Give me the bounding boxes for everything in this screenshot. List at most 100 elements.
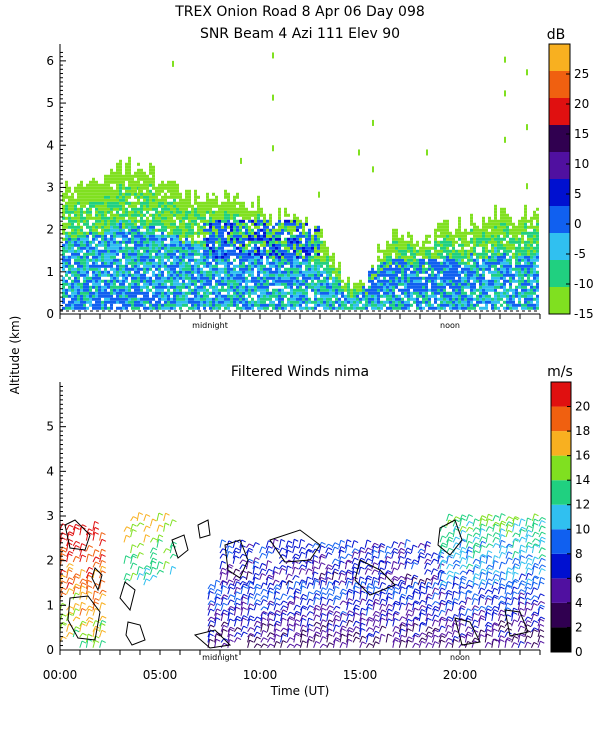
- wind-barb: [79, 620, 83, 627]
- snr-cell: [239, 213, 242, 217]
- snr-cell: [239, 258, 242, 262]
- snr-cell: [464, 243, 467, 247]
- snr-cell: [395, 303, 398, 307]
- wind-barb-flag: [88, 553, 93, 557]
- snr-cell: [179, 231, 182, 235]
- snr-cell: [485, 297, 488, 301]
- snr-cell: [116, 270, 119, 274]
- snr-cell: [161, 237, 164, 241]
- wind-barb: [66, 567, 70, 573]
- wind-barb-flag: [151, 560, 157, 564]
- snr-cell: [188, 282, 191, 286]
- snr-cell: [407, 249, 410, 253]
- snr-cell: [71, 282, 74, 286]
- snr-cell: [104, 225, 107, 229]
- snr-cell: [281, 240, 284, 244]
- snr-cell: [455, 267, 458, 271]
- snr-cell: [251, 222, 254, 226]
- wind-barb-flag: [101, 553, 106, 557]
- snr-cell: [317, 264, 320, 268]
- snr-cell: [233, 273, 236, 277]
- snr-cell: [335, 306, 338, 310]
- snr-cell: [422, 264, 425, 268]
- snr-cell: [227, 204, 230, 208]
- snr-cell: [266, 255, 269, 259]
- snr-cell: [161, 207, 164, 211]
- snr-cell: [419, 294, 422, 298]
- snr-cell: [467, 285, 470, 289]
- wind-barb-flag: [81, 585, 86, 589]
- snr-cell: [257, 216, 260, 220]
- snr-cell: [485, 246, 488, 250]
- snr-cell: [98, 201, 101, 205]
- snr-cell: [161, 294, 164, 298]
- snr-cell: [524, 225, 527, 229]
- snr-cell: [65, 279, 68, 283]
- snr-cell: [89, 189, 92, 193]
- snr-cell: [128, 183, 131, 187]
- snr-cell: [245, 276, 248, 280]
- snr-cell: [458, 252, 461, 256]
- snr-cell: [419, 270, 422, 274]
- snr-cell: [440, 264, 443, 268]
- snr-cell: [98, 288, 101, 292]
- wind-barb: [79, 623, 83, 632]
- snr-cell: [533, 225, 536, 229]
- snr-cell: [362, 306, 365, 310]
- snr-cell: [161, 234, 164, 238]
- wind-barb-flag: [87, 585, 93, 589]
- snr-cell: [281, 252, 284, 256]
- snr-cell: [164, 216, 167, 220]
- snr-cell: [416, 297, 419, 301]
- snr-cell: [146, 240, 149, 244]
- snr-cell: [104, 186, 107, 190]
- snr-cell: [146, 237, 149, 241]
- wind-barb-flag: [75, 575, 80, 579]
- snr-cell: [293, 243, 296, 247]
- snr-cell: [71, 225, 74, 229]
- snr-cell: [218, 297, 221, 301]
- snr-cell: [92, 237, 95, 241]
- snr-cell: [83, 201, 86, 205]
- snr-cell: [164, 291, 167, 295]
- snr-cell: [260, 279, 263, 283]
- snr-cell: [182, 210, 185, 214]
- snr-cell: [242, 213, 245, 217]
- snr-cell: [281, 225, 284, 229]
- snr-cell: [125, 234, 128, 238]
- snr-cell: [410, 261, 413, 265]
- snr-cell: [131, 228, 134, 232]
- snr-cell: [263, 213, 266, 217]
- snr-cell: [113, 177, 116, 181]
- snr-cell: [257, 240, 260, 244]
- snr-cell: [224, 225, 227, 229]
- snr-cell: [116, 225, 119, 229]
- wind-barb: [85, 591, 89, 600]
- snr-cell: [173, 213, 176, 217]
- snr-cell: [449, 243, 452, 247]
- snr-cell: [68, 210, 71, 214]
- snr-cell: [422, 246, 425, 250]
- snr-cell: [488, 225, 491, 229]
- snr-cell: [263, 228, 266, 232]
- snr-cell: [89, 240, 92, 244]
- snr-cell: [446, 228, 449, 232]
- snr-cell: [431, 306, 434, 310]
- snr-cell: [83, 237, 86, 241]
- snr-cell: [197, 291, 200, 295]
- snr-cell: [140, 234, 143, 238]
- snr-cell: [212, 225, 215, 229]
- snr-cell: [392, 231, 395, 235]
- snr-cell: [440, 303, 443, 307]
- snr-cell: [473, 222, 476, 226]
- snr-cell: [131, 300, 134, 304]
- snr-cell: [212, 240, 215, 244]
- snr-cell: [359, 297, 362, 301]
- snr-cell: [194, 249, 197, 253]
- snr-cell: [227, 210, 230, 214]
- snr-cell: [164, 264, 167, 268]
- snr-cell: [368, 285, 371, 289]
- snr-cell: [143, 243, 146, 247]
- snr-cell: [251, 300, 254, 304]
- wind-barb-flag: [138, 512, 144, 515]
